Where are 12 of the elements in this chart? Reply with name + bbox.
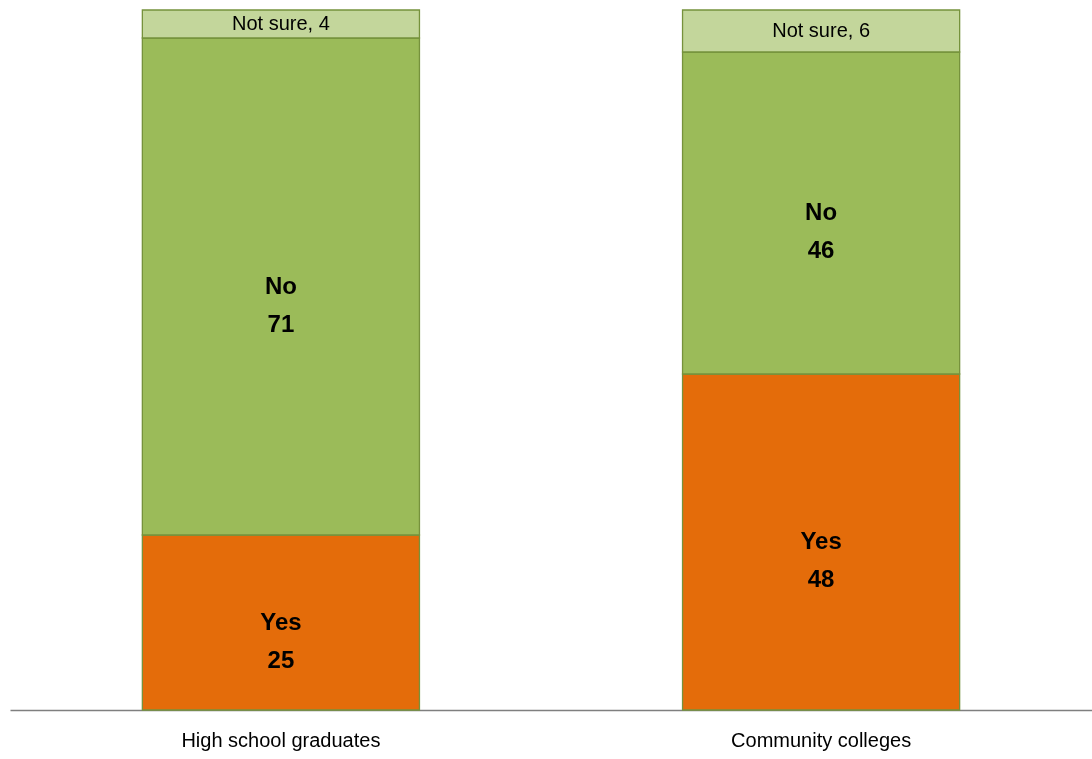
x-tick-label: High school graduates bbox=[181, 728, 381, 751]
data-label: Not sure, 4 bbox=[231, 12, 330, 34]
data-label: 71 bbox=[267, 309, 295, 337]
data-label: 46 bbox=[807, 236, 835, 263]
series-label: No bbox=[264, 271, 297, 299]
data-label: 25 bbox=[267, 645, 295, 673]
text: Yes bbox=[800, 527, 842, 554]
text: No bbox=[805, 198, 838, 225]
data-label: 48 bbox=[807, 565, 835, 592]
series-label: Yes bbox=[260, 607, 302, 635]
data-label: Not sure, 6 bbox=[772, 19, 871, 41]
x-tick-label: Community colleges bbox=[731, 728, 912, 751]
